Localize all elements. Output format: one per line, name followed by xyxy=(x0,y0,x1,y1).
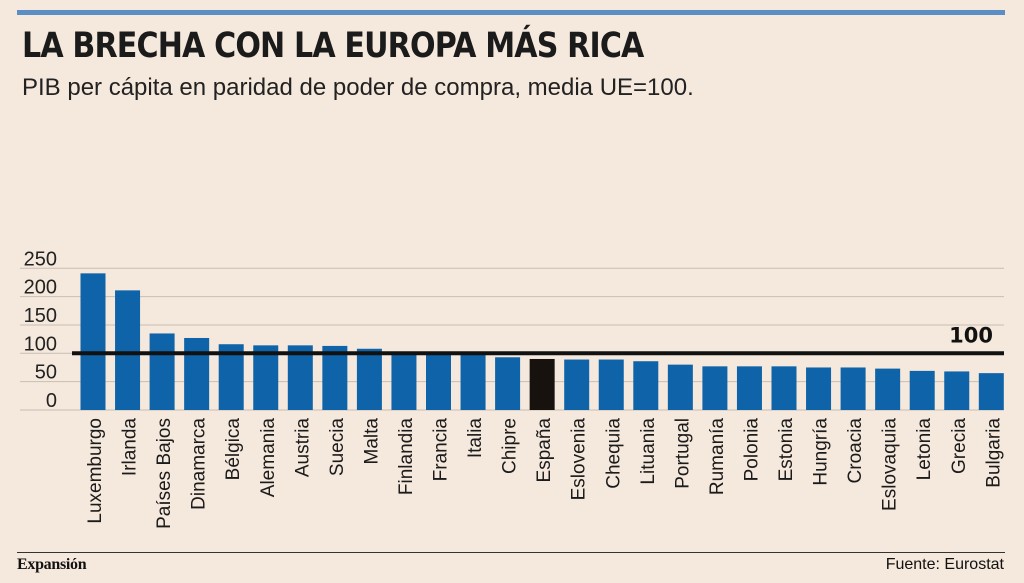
x-tick-label: Lituania xyxy=(638,418,659,485)
bar xyxy=(391,352,417,410)
x-tick-label: Estonia xyxy=(776,418,797,482)
brand-logo: Expansión xyxy=(17,556,87,573)
x-tick-label: Países Bajos xyxy=(154,418,175,529)
chart-title: LA BRECHA CON LA EUROPA MÁS RICA xyxy=(22,26,644,66)
x-tick-label: Alemania xyxy=(258,418,279,498)
bar xyxy=(806,367,832,410)
y-tick-label: 100 xyxy=(24,333,57,355)
bar xyxy=(702,366,728,410)
bar xyxy=(564,359,590,410)
source-note: Fuente: Eurostat xyxy=(885,556,1004,573)
y-axis-ticks: 0 50 100 150 200 250 xyxy=(24,248,57,412)
x-tick-label: Finlandia xyxy=(396,418,417,496)
bar xyxy=(736,366,762,410)
x-tick-label: Bélgica xyxy=(223,418,244,481)
bar xyxy=(495,357,521,410)
y-tick-label: 150 xyxy=(24,305,57,327)
x-tick-label: Chequia xyxy=(603,418,624,489)
chart-subtitle: PIB per cápita en paridad de poder de co… xyxy=(22,74,694,101)
bar xyxy=(667,364,693,410)
bar xyxy=(909,370,935,410)
bar xyxy=(529,358,555,410)
y-tick-label: 200 xyxy=(24,277,57,299)
x-tick-label: Rumanía xyxy=(707,418,728,496)
x-tick-label: Letonia xyxy=(914,418,935,481)
x-tick-label: Malta xyxy=(361,418,382,465)
bar xyxy=(356,348,382,410)
bar xyxy=(149,333,175,410)
x-tick-label: Grecia xyxy=(949,418,970,474)
bar xyxy=(80,273,106,410)
x-tick-label: España xyxy=(534,418,555,483)
bar-chart: 0 50 100 150 200 250 Luxemburgo Irlanda Países … xyxy=(20,248,1004,529)
y-tick-label: 0 xyxy=(46,390,57,412)
x-tick-label: Croacia xyxy=(845,418,866,484)
reference-line-label: 100 xyxy=(949,323,993,347)
x-tick-label: Italia xyxy=(465,418,486,459)
footer-rule xyxy=(17,552,1005,553)
bar xyxy=(875,368,901,410)
bar xyxy=(460,354,486,410)
bar xyxy=(184,337,210,410)
x-tick-label: Eslovenia xyxy=(569,418,590,501)
x-tick-label: Chipre xyxy=(500,418,521,474)
top-accent-rule xyxy=(17,10,1005,15)
x-tick-label: Luxemburgo xyxy=(85,418,106,524)
x-tick-label: Bulgaria xyxy=(983,418,1004,488)
bar xyxy=(287,345,313,410)
bar xyxy=(598,359,624,410)
x-tick-label: Eslovaquia xyxy=(880,418,901,511)
x-tick-label: Polonia xyxy=(741,418,762,482)
x-tick-label: Dinamarca xyxy=(189,418,210,510)
x-tick-label: Suecia xyxy=(327,418,348,477)
y-tick-label: 250 xyxy=(24,248,57,270)
x-tick-label: Austria xyxy=(292,418,313,478)
bar xyxy=(253,345,279,410)
x-tick-label: Portugal xyxy=(672,418,693,489)
bar xyxy=(944,371,970,410)
bar xyxy=(426,353,451,410)
bar xyxy=(115,290,141,410)
bar xyxy=(322,345,348,410)
bar xyxy=(633,361,659,410)
reference-line-group: 100 xyxy=(72,323,1004,356)
x-tick-label: Francia xyxy=(431,418,452,482)
x-axis-labels: Luxemburgo Irlanda Países Bajos Dinamarca Bé… xyxy=(85,418,1004,529)
bar xyxy=(771,366,797,410)
bars xyxy=(80,273,1004,410)
x-tick-label: Irlanda xyxy=(120,418,141,477)
y-tick-label: 50 xyxy=(35,362,57,384)
bar xyxy=(978,373,1004,410)
bar xyxy=(840,367,866,410)
x-tick-label: Hungría xyxy=(811,418,832,486)
